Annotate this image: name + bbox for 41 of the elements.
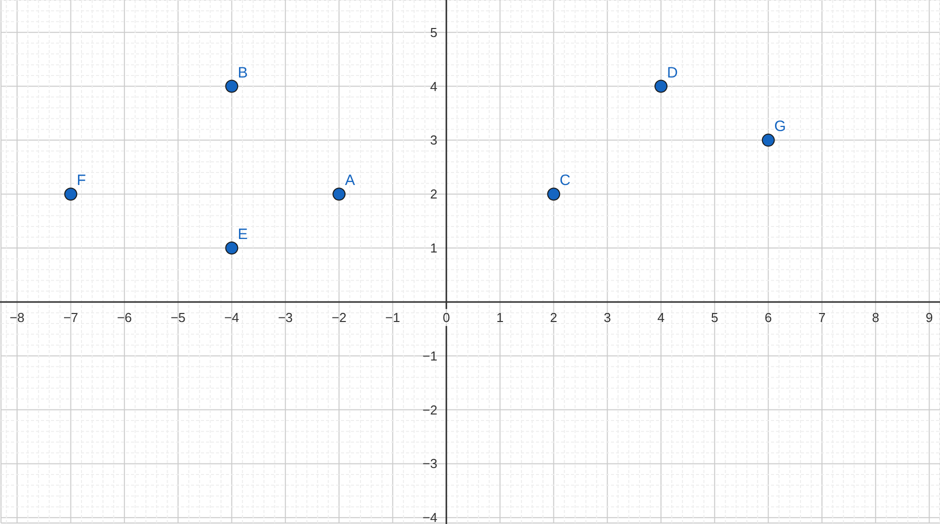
annotation: C bbox=[560, 172, 571, 190]
point bbox=[225, 242, 238, 255]
point bbox=[332, 188, 346, 201]
x-tick-label: −3 bbox=[278, 310, 293, 325]
x-tick-label: −7 bbox=[63, 310, 78, 325]
x-tick-label: 2 bbox=[550, 310, 558, 325]
x-tick-label: 6 bbox=[764, 310, 772, 325]
point bbox=[225, 80, 238, 93]
annotation: F bbox=[76, 172, 86, 190]
annotation: A bbox=[345, 172, 356, 190]
x-tick-label: −5 bbox=[170, 310, 186, 325]
x-tick-label: −6 bbox=[116, 310, 132, 325]
x-tick-label: −4 bbox=[224, 310, 240, 325]
x-tick-label: 3 bbox=[604, 310, 611, 325]
y-tick-label: 1 bbox=[430, 240, 438, 256]
y-tick-label: 2 bbox=[430, 186, 438, 202]
y-tick-label: 3 bbox=[430, 132, 438, 148]
point bbox=[762, 134, 775, 147]
x-tick-label: 9 bbox=[926, 310, 933, 325]
annotation: B bbox=[238, 64, 248, 82]
x-tick-label: 5 bbox=[711, 310, 718, 325]
annotation: D bbox=[666, 64, 678, 82]
x-tick-label: 1 bbox=[496, 310, 504, 325]
y-tick-label: −3 bbox=[422, 456, 438, 472]
point bbox=[64, 188, 78, 201]
x-tick-label: −1 bbox=[385, 310, 400, 325]
annotation: E bbox=[238, 226, 248, 244]
x-tick-label: −8 bbox=[10, 310, 25, 325]
y-tick-label: −4 bbox=[422, 510, 438, 524]
x-tick-label: 8 bbox=[872, 310, 880, 325]
x-tick-label: 4 bbox=[657, 310, 665, 325]
x-tick-label: −2 bbox=[332, 310, 346, 325]
y-tick-label: −2 bbox=[422, 402, 438, 418]
x-tick-label: 0 bbox=[442, 310, 450, 325]
point bbox=[547, 188, 560, 201]
y-tick-label: 5 bbox=[430, 24, 438, 40]
x-tick-label: 7 bbox=[818, 310, 826, 325]
annotation: G bbox=[774, 118, 786, 136]
point bbox=[654, 80, 668, 93]
y-tick-label: 4 bbox=[430, 78, 438, 94]
y-tick-label: −1 bbox=[422, 348, 438, 364]
